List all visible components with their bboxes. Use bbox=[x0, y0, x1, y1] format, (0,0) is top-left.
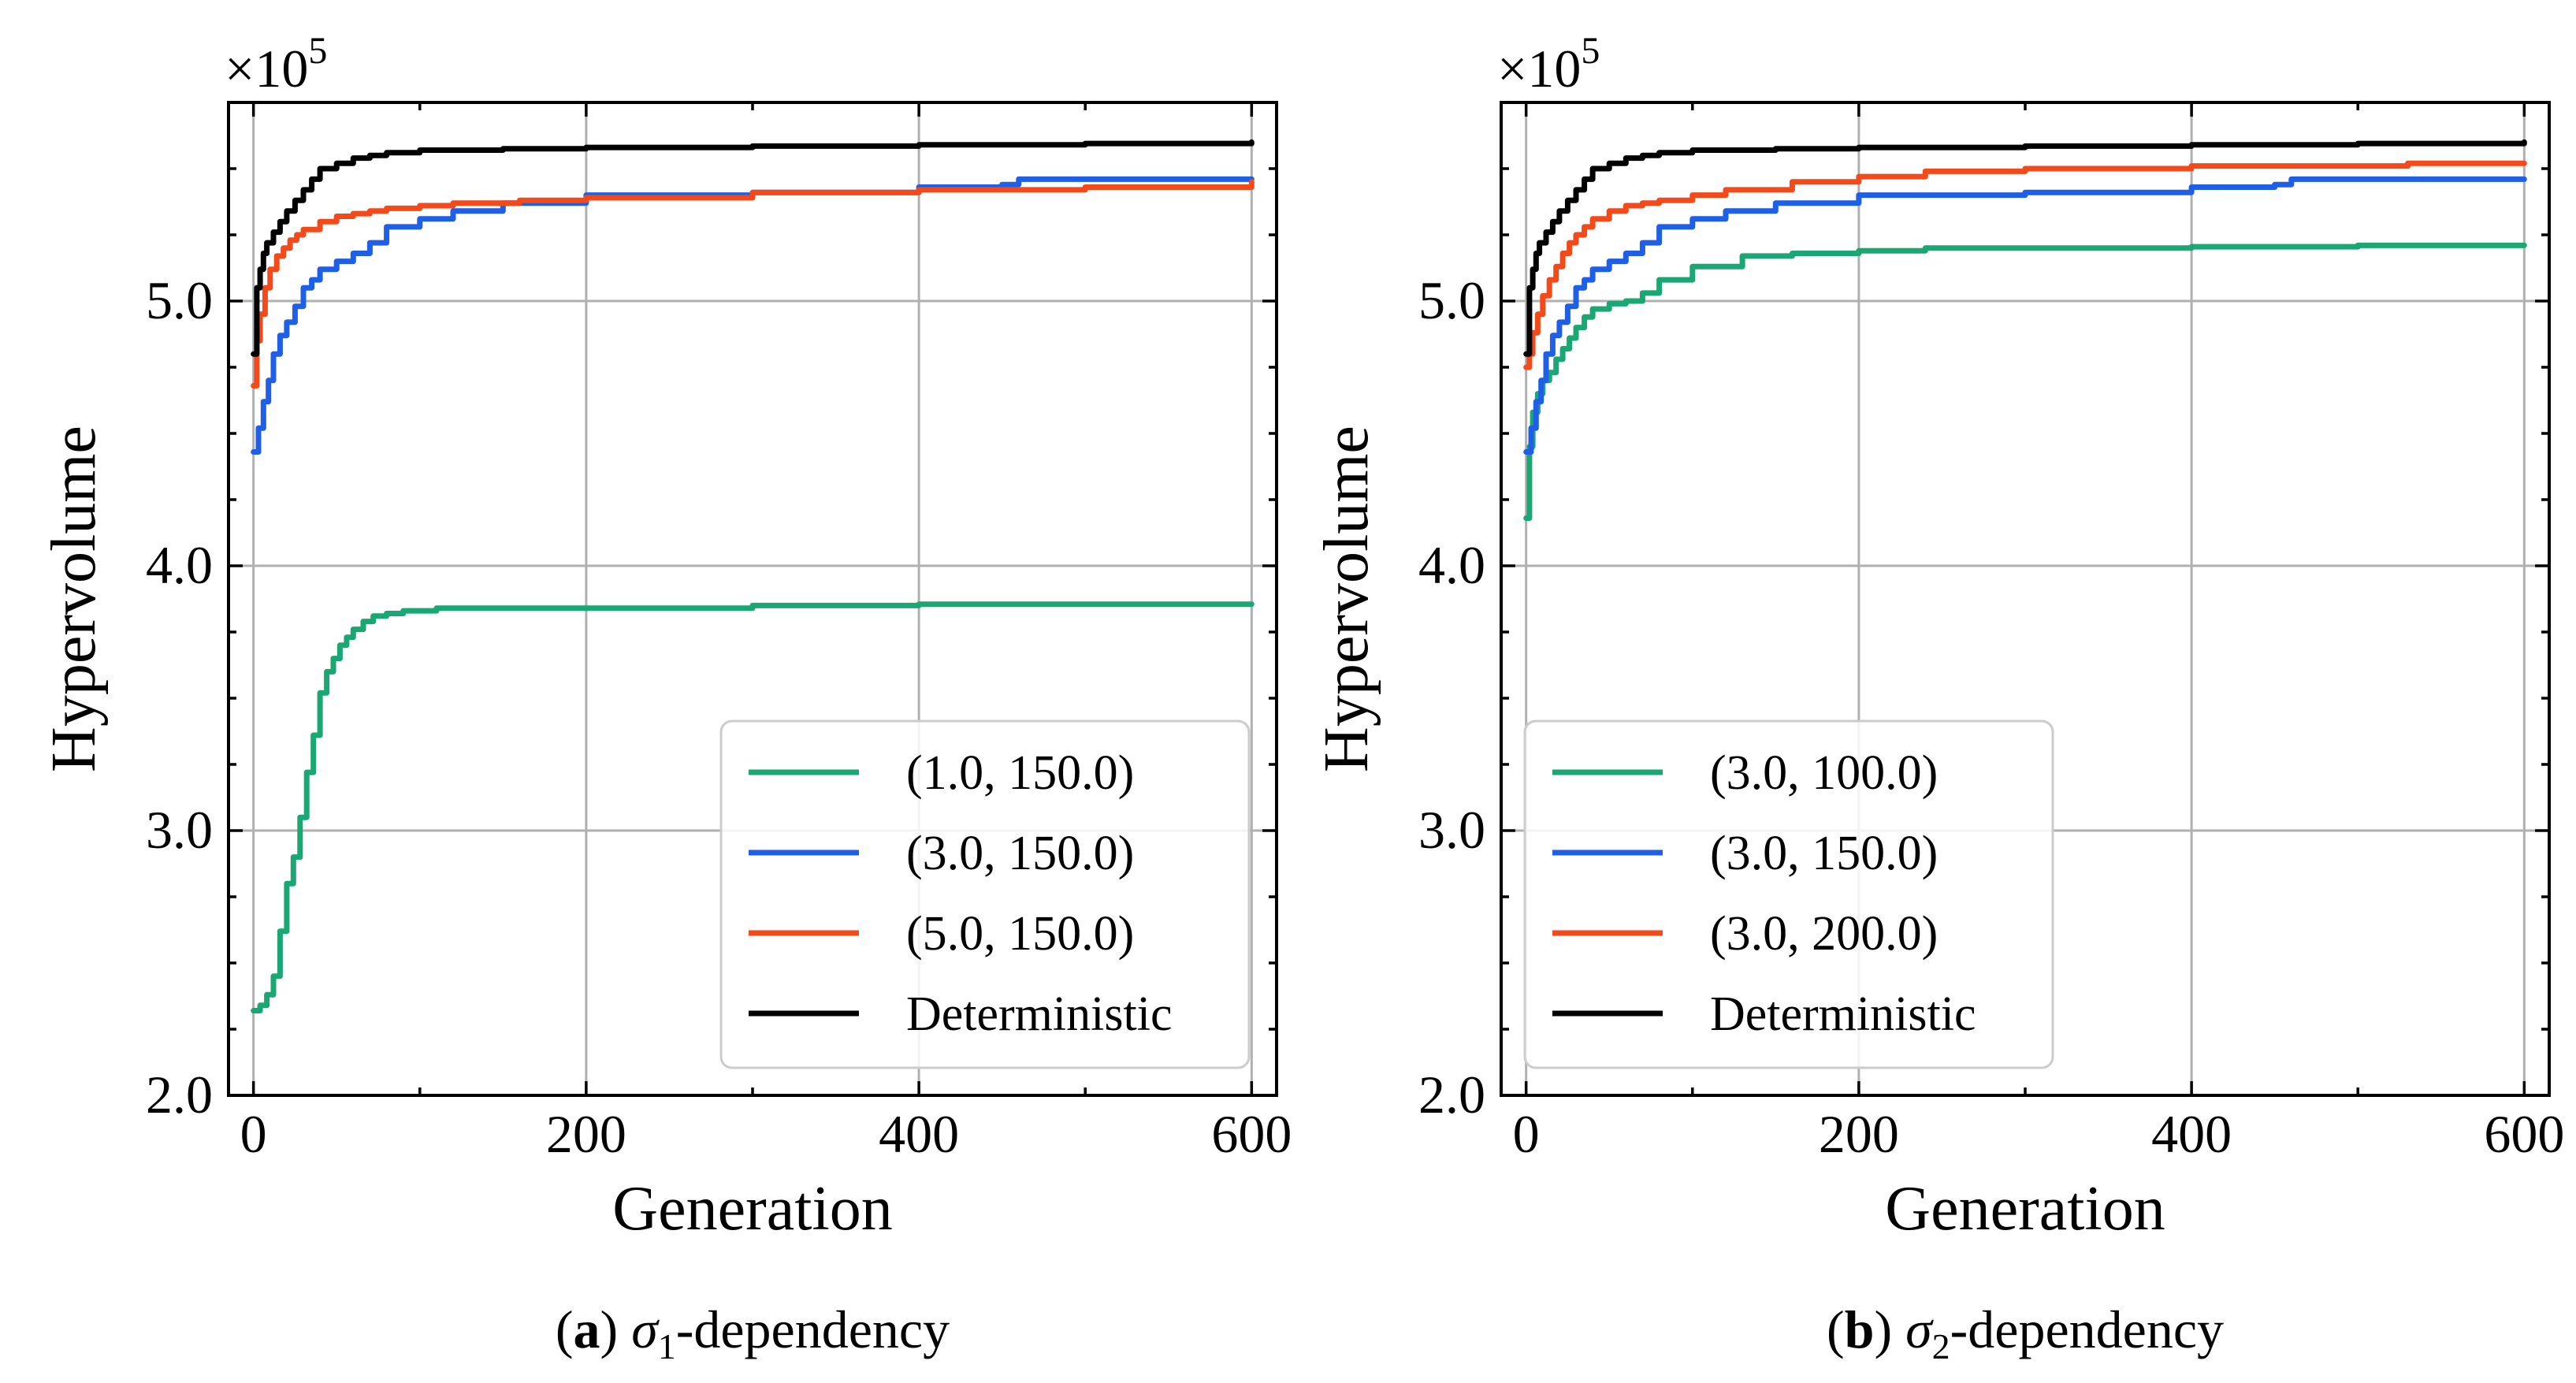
legend-label-1: (3.0, 100.0) bbox=[1710, 746, 1938, 800]
legend-label-2: (3.0, 150.0) bbox=[1710, 827, 1938, 880]
series-line-3 bbox=[251, 179, 1255, 389]
panel-caption: (a) σ1-dependency bbox=[556, 1299, 950, 1366]
chart-panel-b: 0 200 400 600 2.0 3.0 4.0 5.0 ×105 Generation Hype… bbox=[1312, 30, 2564, 1366]
legend-box bbox=[719, 719, 1251, 1069]
series-line-1 bbox=[251, 601, 1255, 1013]
x-tick-label: 400 bbox=[879, 1104, 959, 1164]
legend: (1.0, 150.0) (3.0, 150.0) (5.0, 150.0) Dete… bbox=[719, 719, 1251, 1069]
y-tick-label: 3.0 bbox=[1418, 800, 1485, 860]
chart-panel-a: 0 200 400 600 2.0 3.0 4.0 5.0 ×105 Generation Hype… bbox=[39, 30, 1292, 1366]
series-line-1 bbox=[1523, 242, 2527, 521]
x-tick-label: 400 bbox=[2151, 1104, 2232, 1164]
y-axis-label: Hypervolume bbox=[39, 426, 109, 772]
x-tick-label: 0 bbox=[240, 1104, 267, 1164]
x-tick-label: 600 bbox=[1211, 1104, 1292, 1164]
legend-label-1: (1.0, 150.0) bbox=[906, 746, 1134, 800]
series-line-2 bbox=[1523, 176, 2527, 455]
x-tick-label: 200 bbox=[546, 1104, 626, 1164]
series-line-3 bbox=[1523, 160, 2527, 370]
y-tick-label: 4.0 bbox=[1418, 535, 1485, 595]
y-multiplier-label: ×105 bbox=[1497, 30, 1600, 99]
series-line-4 bbox=[1523, 139, 2527, 357]
x-tick-label: 200 bbox=[1819, 1104, 1899, 1164]
y-tick-label: 3.0 bbox=[146, 800, 213, 860]
x-tick-label: 600 bbox=[2484, 1104, 2564, 1164]
y-tick-label: 4.0 bbox=[146, 535, 213, 595]
series-line-2 bbox=[251, 176, 1255, 455]
y-tick-label: 5.0 bbox=[1418, 270, 1485, 330]
x-axis-label: Generation bbox=[612, 1174, 892, 1244]
panel-caption: (b) σ2-dependency bbox=[1827, 1299, 2224, 1366]
y-tick-label: 2.0 bbox=[146, 1065, 213, 1125]
legend-label-4: Deterministic bbox=[906, 987, 1172, 1041]
y-multiplier-label: ×105 bbox=[225, 30, 327, 99]
series-line-4 bbox=[251, 139, 1255, 357]
x-tick-label: 0 bbox=[1513, 1104, 1540, 1164]
legend: (3.0, 100.0) (3.0, 150.0) (3.0, 200.0) Dete… bbox=[1523, 719, 2054, 1069]
y-tick-label: 2.0 bbox=[1418, 1065, 1485, 1125]
y-tick-label: 5.0 bbox=[146, 270, 213, 330]
legend-box bbox=[1523, 719, 2054, 1069]
legend-label-3: (5.0, 150.0) bbox=[906, 907, 1134, 961]
y-axis-label: Hypervolume bbox=[1312, 426, 1381, 772]
legend-label-2: (3.0, 150.0) bbox=[906, 827, 1134, 880]
x-axis-label: Generation bbox=[1885, 1174, 2165, 1244]
legend-label-4: Deterministic bbox=[1710, 987, 1976, 1041]
legend-label-3: (3.0, 200.0) bbox=[1710, 907, 1938, 961]
